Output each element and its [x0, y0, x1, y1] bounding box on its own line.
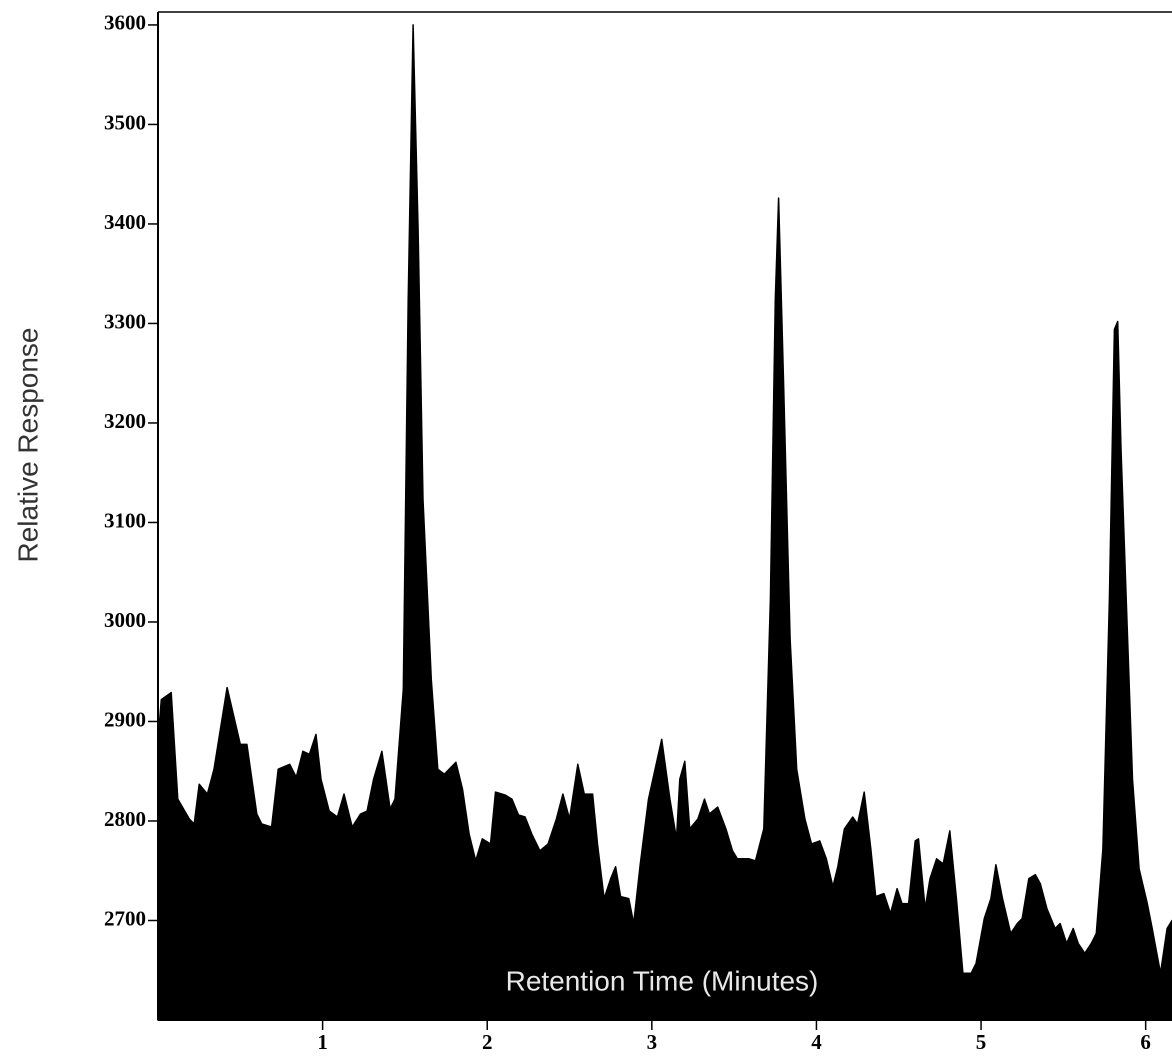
y-tick-label: 3100 [104, 508, 146, 532]
y-tick-label: 2800 [104, 807, 146, 831]
y-tick-label: 3300 [104, 309, 146, 333]
x-tick-label: 4 [811, 1030, 822, 1054]
y-tick-label: 3200 [104, 409, 146, 433]
x-tick-label: 2 [482, 1030, 493, 1054]
x-axis-title: Retention Time (Minutes) [506, 965, 819, 996]
y-tick-label: 3400 [104, 210, 146, 234]
x-tick-label: 3 [647, 1030, 658, 1054]
y-tick-label: 2900 [104, 707, 146, 731]
x-tick-label: 1 [317, 1030, 328, 1054]
x-tick-label: 6 [1140, 1030, 1151, 1054]
y-axis-title: Relative Response [12, 327, 43, 562]
area [157, 24, 1172, 1021]
y-tick-label: 3600 [104, 11, 146, 35]
x-tick-label: 5 [976, 1030, 987, 1054]
y-tick-label: 3000 [104, 608, 146, 632]
y-tick-label: 2700 [104, 906, 146, 930]
y-tick-label: 3500 [104, 110, 146, 134]
